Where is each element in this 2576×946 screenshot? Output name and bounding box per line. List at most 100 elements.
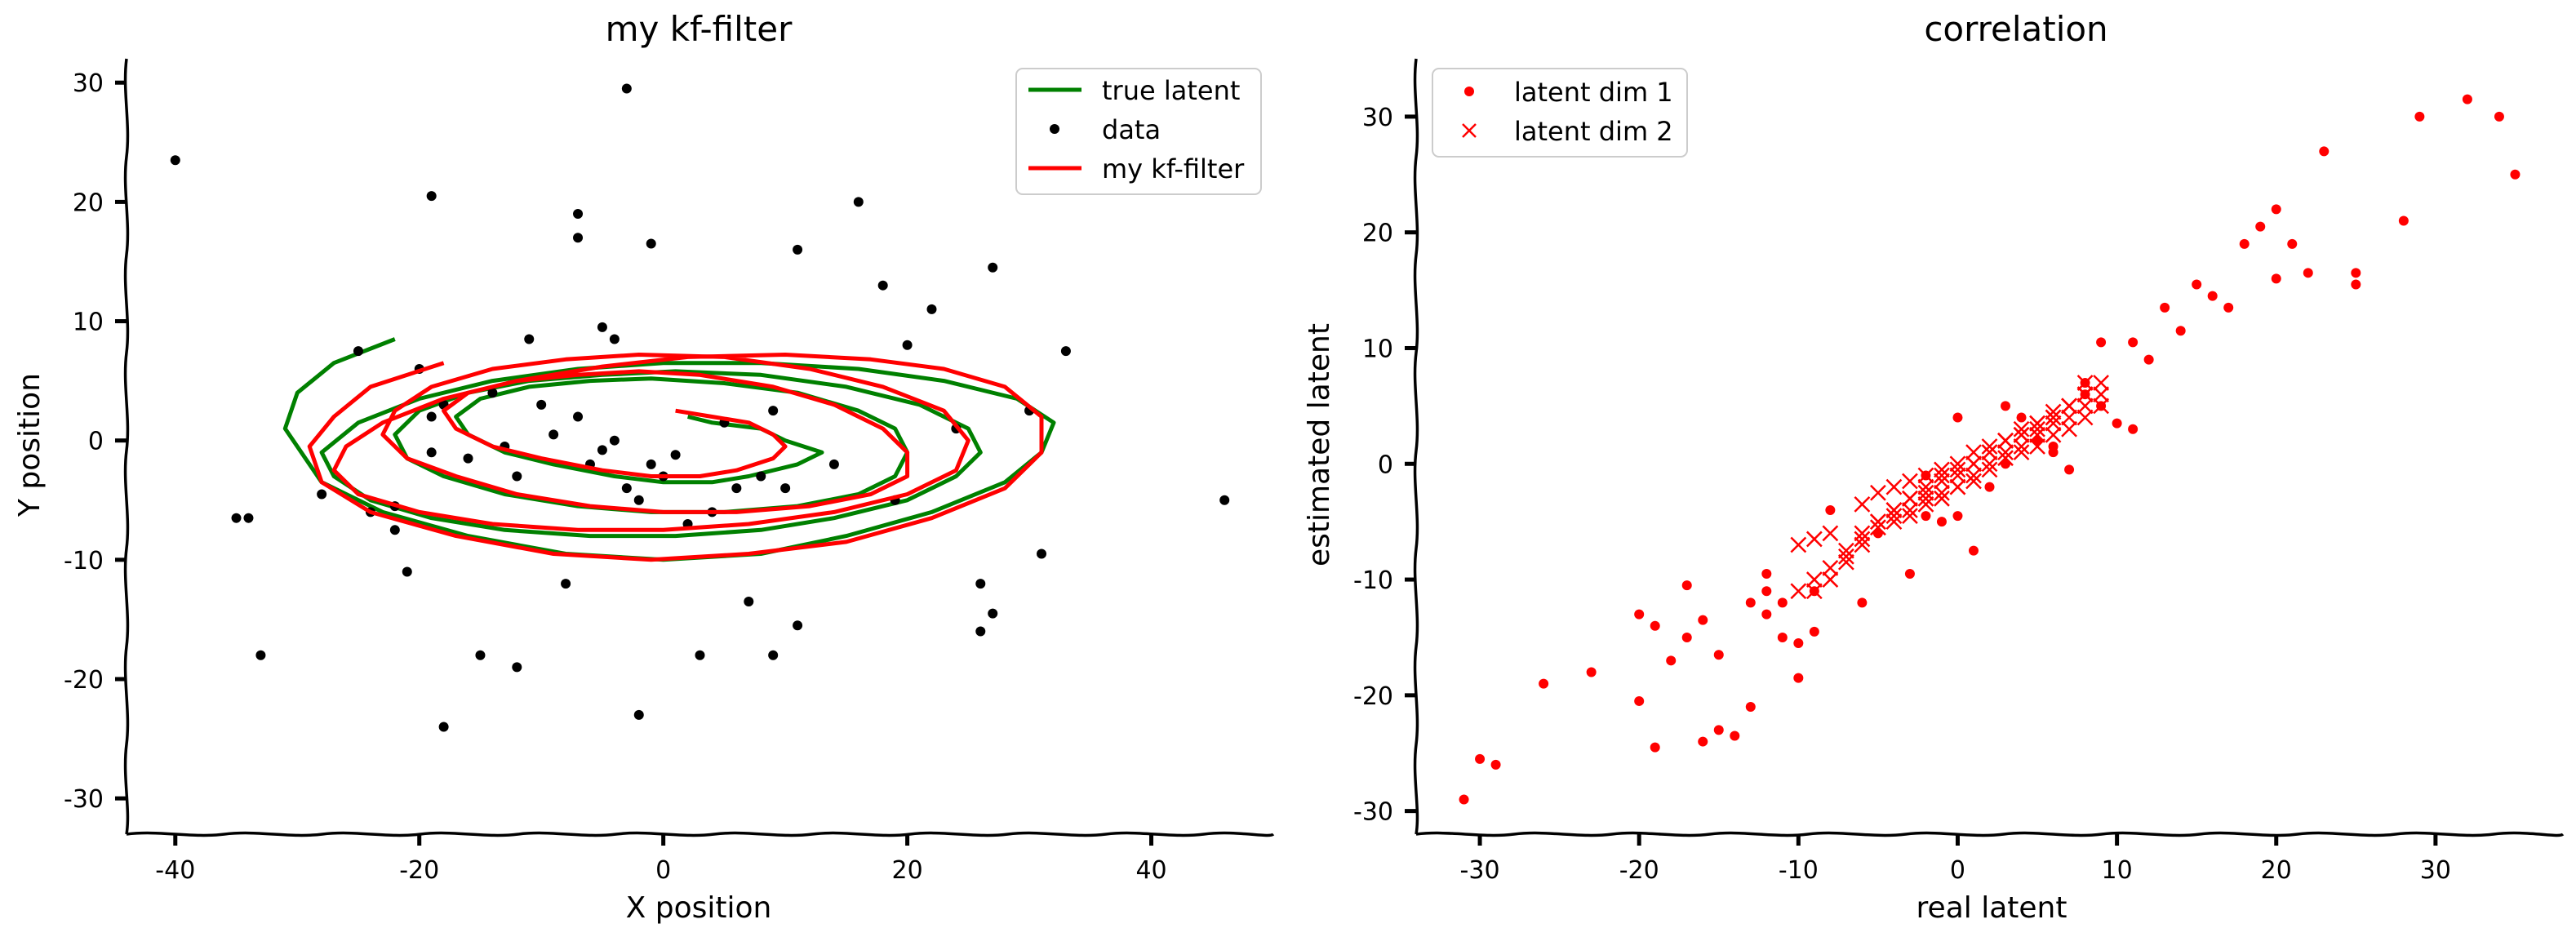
latent-dim-1-point: [2414, 111, 2425, 122]
data-point: [609, 334, 620, 344]
latent-dim-1-point: [1968, 545, 1979, 556]
latent-dim-1-point: [1761, 586, 1772, 597]
data-point: [487, 388, 498, 398]
y-tick-label: -30: [1353, 798, 1393, 827]
data-point: [646, 459, 656, 469]
data-point: [536, 399, 547, 410]
latent-dim-2-point: [2013, 438, 2030, 455]
latent-dim-1-point: [1761, 568, 1772, 579]
data-point: [426, 411, 437, 422]
y-axis-spine: [1413, 58, 1419, 835]
latent-dim-1-point: [2255, 221, 2266, 232]
latent-dim-1-point: [1777, 632, 1788, 642]
legend-swatch-latent-dim-2: [1462, 123, 1477, 138]
y-tick-label: 30: [73, 69, 104, 98]
legend-box: [1015, 68, 1262, 195]
latent-dim-1-point: [1761, 609, 1772, 620]
latent-dim-1-point: [1475, 753, 1486, 764]
data-point: [902, 340, 913, 350]
latent-dim-2-point: [2093, 386, 2109, 403]
latent-dim-2-point: [2013, 420, 2030, 437]
data-point: [926, 304, 937, 314]
data-point: [1037, 549, 1047, 559]
data-point: [695, 650, 705, 660]
latent-dim-2-point: [1981, 444, 1998, 460]
data-point: [621, 83, 632, 94]
data-point: [317, 489, 327, 500]
data-point: [512, 471, 522, 482]
data-point: [988, 262, 998, 273]
latent-dim-1-point: [2001, 401, 2011, 411]
data-point: [793, 244, 803, 255]
latent-dim-2-point: [1837, 548, 1854, 565]
data-point: [255, 650, 266, 660]
data-point: [573, 411, 584, 422]
latent-dim-1-point: [2128, 424, 2139, 434]
latent-dim-2-point: [2013, 444, 2030, 460]
latent-dim-2-point: [2045, 409, 2062, 426]
data-point: [756, 471, 766, 482]
latent-dim-2-point: [1885, 478, 1903, 495]
latent-dim-2-point: [1917, 496, 1934, 513]
latent-dim-2-point: [1805, 571, 1823, 588]
data-point: [975, 579, 986, 589]
latent-dim-2-point: [2093, 397, 2109, 415]
legend: true latent data my kf-filter: [1015, 68, 1262, 195]
latent-dim-1-point: [2239, 238, 2250, 249]
latent-dim-2-point: [1949, 478, 1966, 495]
y-tick-label: 30: [1362, 104, 1393, 132]
latent-dim-2-point: [1822, 525, 1839, 542]
latent-dim-1-point: [1666, 655, 1677, 666]
y-axis-label: estimated latent: [1303, 323, 1336, 566]
legend: latent dim 1 latent dim 2: [1432, 68, 1688, 158]
chart-title: my kf-filter: [606, 9, 793, 49]
legend-box: [1432, 68, 1688, 158]
data-point: [633, 495, 644, 505]
latent-dim-2-point: [1997, 450, 2014, 467]
latent-dim-2-point: [2076, 375, 2094, 391]
x-tick-label: 20: [892, 856, 923, 885]
latent-dim-1-point: [1825, 504, 1836, 515]
x-axis-spine: [126, 831, 1275, 837]
data-point: [170, 155, 180, 166]
latent-dim-2-point: [1805, 531, 1823, 548]
y-tick-label: -10: [64, 547, 104, 575]
x-tick-label: -20: [1619, 856, 1659, 885]
legend-label-data: data: [1102, 114, 1161, 145]
x-tick-label: 0: [655, 856, 671, 885]
y-tick-label: 0: [1378, 451, 1393, 479]
my-kf-filter-line: [307, 353, 1044, 562]
latent-dim-1-point: [1952, 511, 1963, 522]
latent-dim-1-point: [1681, 580, 1692, 591]
data-point: [670, 450, 681, 460]
data-point: [609, 435, 620, 446]
data-point: [597, 445, 607, 455]
latent-dim-2-point: [1965, 473, 1982, 490]
latent-dim-2-point: [1965, 444, 1982, 460]
x-tick-label: 30: [2420, 856, 2451, 885]
y-tick-label: 10: [73, 309, 104, 337]
latent-dim-2-point: [1902, 490, 1918, 507]
latent-dim-1-point: [2510, 169, 2520, 180]
data-point: [731, 483, 742, 494]
legend-label-true-latent: true latent: [1102, 75, 1240, 106]
latent-dim-1-point: [1904, 568, 1915, 579]
data-point: [853, 197, 864, 207]
latent-dim-1-point: [1650, 742, 1660, 753]
y-tick-label: 0: [88, 428, 104, 456]
data-point: [475, 650, 486, 660]
latent-dim-2-point: [1790, 583, 1807, 600]
data-point: [744, 597, 754, 606]
x-tick-label: 0: [1950, 856, 1965, 885]
data-point: [549, 429, 559, 440]
latent-dim-2-point: [1981, 438, 1998, 455]
latent-dim-2-point: [1934, 473, 1950, 490]
latent-dim-2-point: [1949, 461, 1966, 478]
latent-dim-2-point: [1822, 559, 1839, 576]
latent-dim-1-point: [1539, 678, 1549, 689]
latent-dim-1-point: [2064, 464, 2075, 475]
latent-dim-1-point: [2271, 273, 2281, 284]
data-point: [1060, 346, 1071, 357]
latent-dim-1-point: [2494, 111, 2504, 122]
latent-dim-2-point: [1917, 484, 1934, 501]
